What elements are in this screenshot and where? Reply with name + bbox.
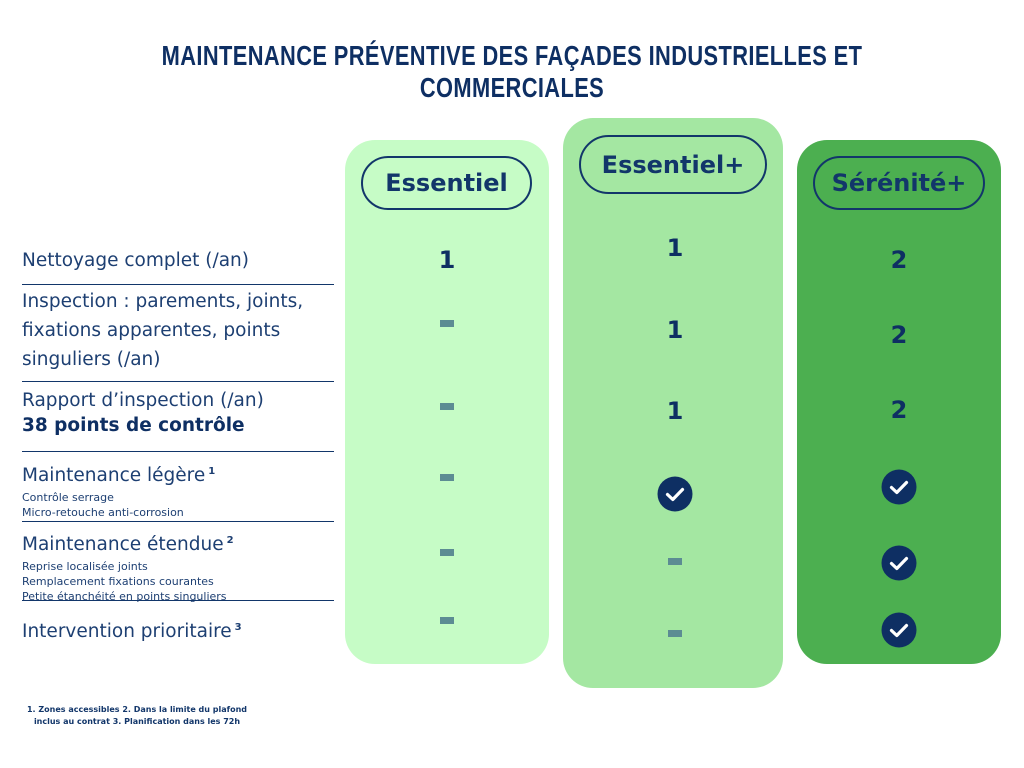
- row-label: Inspection : parements, joints, fixation…: [22, 287, 334, 374]
- row-subline: Reprise localisée joints: [22, 560, 148, 574]
- dash-icon: [440, 549, 454, 556]
- row-subline: Contrôle serrage: [22, 491, 114, 505]
- cell-value: 1: [666, 234, 684, 262]
- cell-value: 1: [666, 397, 684, 425]
- dash-icon: [440, 403, 454, 410]
- row-separator: [22, 521, 334, 522]
- cell-value: 1: [438, 246, 456, 274]
- row-label-text: Rapport d’inspection (/an): [22, 390, 264, 411]
- row-label: Maintenance étendue 2 Reprise localisée jo…: [22, 526, 334, 604]
- row-separator: [22, 600, 334, 601]
- row-separator: [22, 284, 334, 285]
- cell-value: 2: [890, 396, 908, 424]
- footnote-ref: 1: [208, 466, 216, 477]
- cell-value: 2: [890, 246, 908, 274]
- plan-column: [345, 140, 549, 664]
- dash-icon: [668, 558, 682, 565]
- dash-icon: [440, 320, 454, 327]
- dash-icon: [440, 474, 454, 481]
- row-label-text: Nettoyage complet (/an): [22, 250, 249, 271]
- row-label: Intervention prioritaire 3: [22, 613, 334, 646]
- footnote-ref: 3: [234, 622, 242, 633]
- row-label-text: Intervention prioritaire: [22, 621, 232, 643]
- plan-name: Essentiel: [361, 156, 532, 210]
- row-subline: Micro-retouche anti-corrosion: [22, 506, 184, 520]
- check-icon: [881, 612, 917, 648]
- dash-icon: [440, 617, 454, 624]
- cell-value: 1: [666, 316, 684, 344]
- row-label: Maintenance légère 1 Contrôle serrage Micro…: [22, 457, 334, 520]
- plan-name: Sérénité+: [813, 156, 985, 210]
- row-subline: Petite étanchéité en points singuliers: [22, 590, 227, 604]
- row-label: Nettoyage complet (/an): [22, 246, 334, 275]
- row-subline: Remplacement fixations courantes: [22, 575, 214, 589]
- plan-name: Essentiel+: [579, 135, 767, 194]
- dash-icon: [668, 630, 682, 637]
- row-separator: [22, 381, 334, 382]
- row-detail: 38 points de contrôle: [22, 415, 245, 436]
- plan-column: [563, 118, 783, 688]
- row-label-text: Maintenance étendue: [22, 534, 224, 556]
- check-icon: [657, 476, 693, 512]
- footnote: 1. Zones accessibles 2. Dans la limite d…: [26, 705, 248, 726]
- check-icon: [881, 469, 917, 505]
- row-label-text: Inspection : parements, joints, fixation…: [22, 291, 304, 370]
- title: MAINTENANCE PRÉVENTIVE DES FAÇADES INDUS…: [161, 40, 863, 103]
- footnote-ref: 2: [226, 535, 234, 546]
- row-label: Rapport d’inspection (/an) 38 points de c…: [22, 386, 334, 437]
- row-separator: [22, 451, 334, 452]
- check-icon: [881, 545, 917, 581]
- row-label-text: Maintenance légère: [22, 465, 206, 487]
- cell-value: 2: [890, 321, 908, 349]
